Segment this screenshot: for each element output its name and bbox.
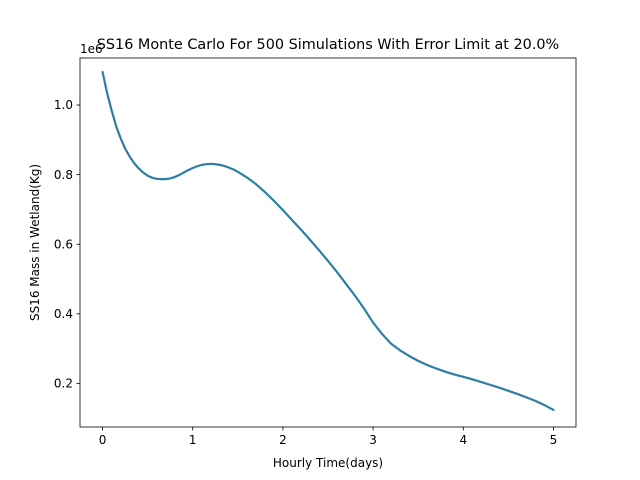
x-axis: 0 1 2 3 4 5 (99, 427, 558, 447)
x-tick-label: 5 (550, 433, 558, 447)
y-axis: 0.2 0.4 0.6 0.8 1.0 (54, 98, 80, 391)
series-line-0 (101, 70, 555, 412)
x-tick-label: 3 (369, 433, 377, 447)
y-tick-label: 0.2 (54, 377, 73, 391)
y-tick-label: 1.0 (54, 98, 73, 112)
x-tick-label: 1 (189, 433, 197, 447)
plot-frame (79, 57, 577, 428)
y-tick-label: 0.4 (54, 307, 73, 321)
x-tick-label: 0 (99, 433, 107, 447)
line-layer (101, 70, 555, 412)
x-tick-label: 2 (279, 433, 287, 447)
y-tick-label: 0.6 (54, 237, 73, 251)
x-tick-label: 4 (459, 433, 467, 447)
y-axis-label: SS16 Mass in Wetland(Kg) (28, 164, 42, 321)
x-axis-label: Hourly Time(days) (273, 456, 383, 470)
chart-title: SS16 Monte Carlo For 500 Simulations Wit… (97, 37, 559, 53)
y-tick-label: 0.8 (54, 168, 73, 182)
y-offset-text: 1e6 (80, 42, 103, 56)
